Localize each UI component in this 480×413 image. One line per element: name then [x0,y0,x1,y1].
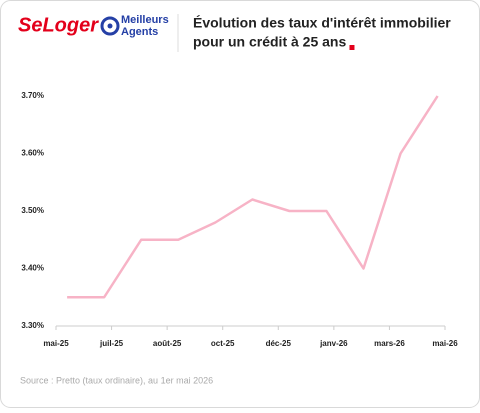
x-tick-label: mai-25 [43,339,69,348]
y-tick-label: 3.60% [21,149,44,158]
logo-meilleurs: Meilleurs [121,14,169,26]
logo-icon-dot [107,23,113,29]
source: Source : Pretto (taux ordinaire), au 1er… [20,375,213,385]
y-tick-label: 3.70% [21,91,44,100]
y-tick-label: 3.30% [21,321,44,330]
logo-seloger: SeLoger [18,14,99,36]
y-tick-label: 3.50% [21,206,44,215]
x-tick-label: août-25 [153,339,182,348]
x-tick-label: janv-26 [319,339,348,348]
x-tick-label: déc-25 [266,339,292,348]
y-tick-label: 3.40% [21,264,44,273]
x-tick-label: juil-25 [99,339,124,348]
x-tick-label: oct-25 [211,339,235,348]
logo-agents: Agents [121,26,158,38]
chart-title: Évolution des taux d'intérêt immobilier [193,15,451,31]
x-tick-label: mai-26 [432,339,458,348]
title-dot [349,45,355,50]
logo-icon [100,16,120,36]
x-tick-label: mars-26 [374,339,405,348]
line-series [67,95,439,299]
chart-title: pour un crédit à 25 ans [193,34,346,50]
